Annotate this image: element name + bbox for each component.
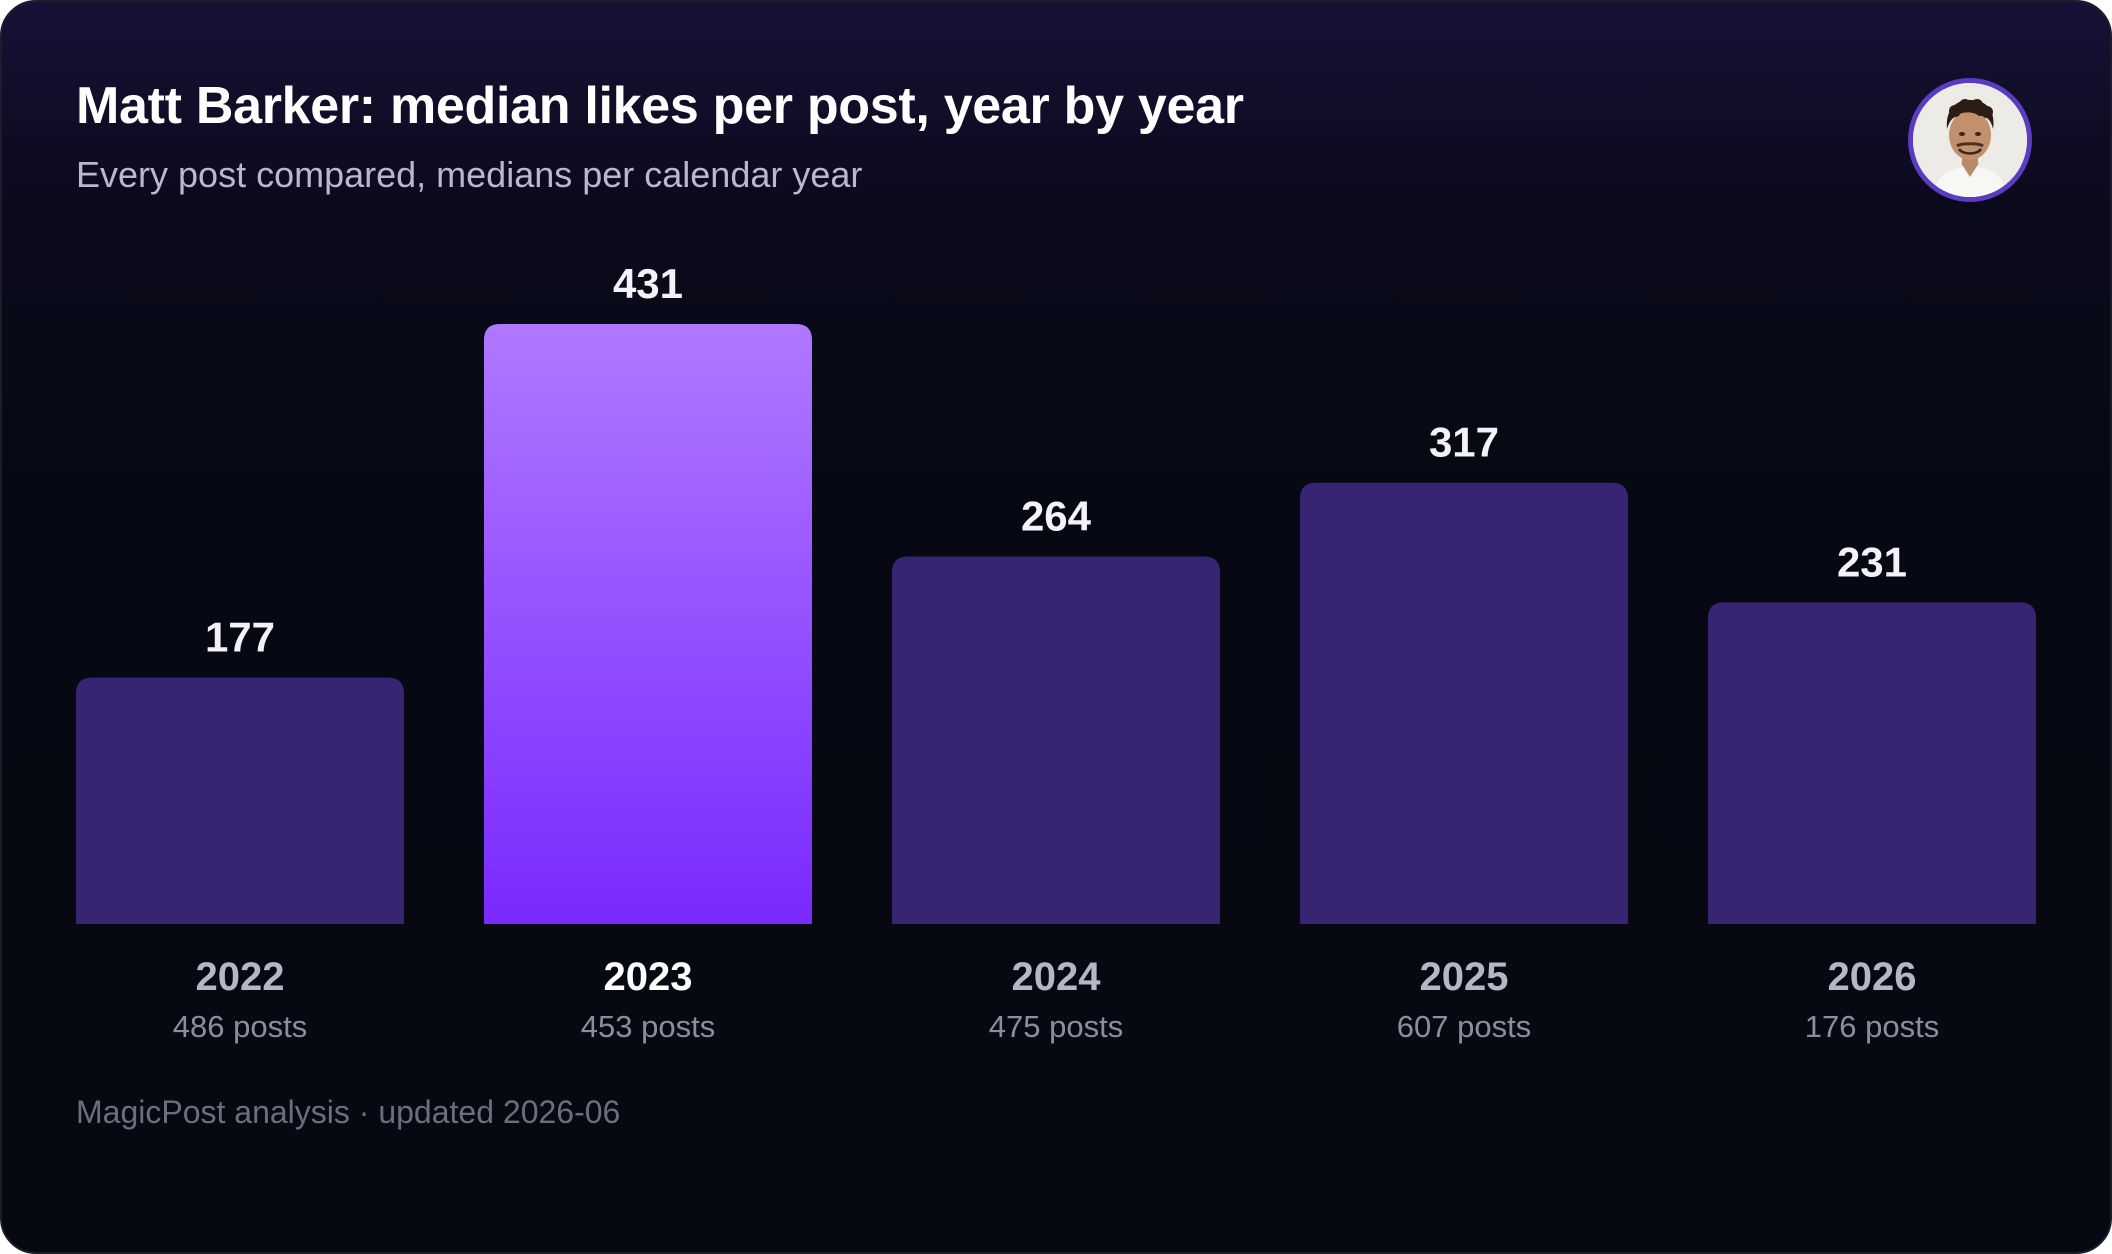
bar-2026	[1708, 602, 2036, 924]
chart-title: Matt Barker: median likes per post, year…	[76, 77, 1244, 135]
bar-2024	[892, 556, 1220, 924]
post-count-2022: 486 posts	[173, 1009, 307, 1044]
post-count-2025: 607 posts	[1397, 1009, 1531, 1044]
avatar	[1908, 78, 2032, 202]
year-label-2023: 2023	[604, 955, 693, 999]
value-label-2025: 317	[1429, 419, 1499, 466]
value-label-2023: 431	[613, 260, 683, 307]
chart-subtitle: Every post compared, medians per calenda…	[76, 154, 863, 195]
bar-2023	[484, 324, 812, 924]
bar-2025	[1300, 482, 1628, 924]
post-count-2024: 475 posts	[989, 1009, 1123, 1044]
value-label-2024: 264	[1021, 492, 1092, 539]
year-label-2025: 2025	[1420, 955, 1509, 999]
value-label-2022: 177	[205, 614, 275, 661]
year-label-2026: 2026	[1828, 955, 1917, 999]
year-label-2024: 2024	[1012, 955, 1102, 999]
source-note: MagicPost analysis · updated 2026-06	[76, 1094, 621, 1130]
year-label-2022: 2022	[196, 955, 285, 999]
value-label-2026: 231	[1837, 538, 1907, 585]
person-portrait-icon	[1913, 83, 2027, 197]
post-count-2023: 453 posts	[581, 1009, 715, 1044]
post-count-2026: 176 posts	[1805, 1009, 1939, 1044]
bar-2022	[76, 677, 404, 924]
